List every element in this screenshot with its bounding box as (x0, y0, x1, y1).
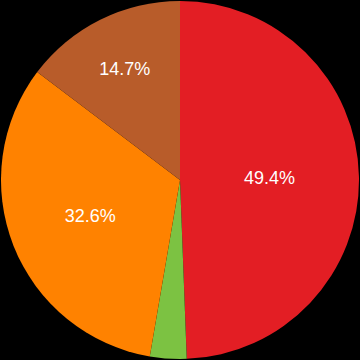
svg-text:49.4%: 49.4% (244, 168, 295, 188)
svg-text:14.7%: 14.7% (99, 59, 150, 79)
svg-text:32.6%: 32.6% (65, 206, 116, 226)
